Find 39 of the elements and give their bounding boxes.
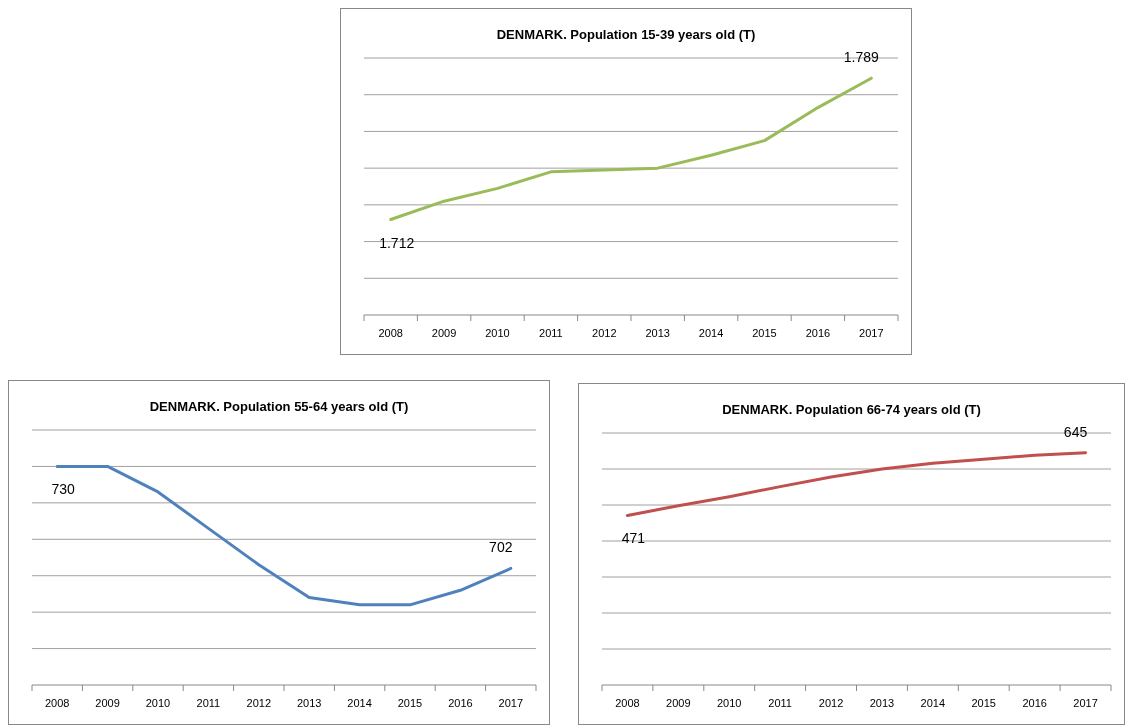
data-label: 730 xyxy=(51,481,76,498)
x-tick-label: 2016 xyxy=(805,327,831,339)
data-label: 1.789 xyxy=(843,49,880,66)
x-tick-label: 2011 xyxy=(539,327,563,339)
x-tick-label: 2014 xyxy=(920,697,946,709)
chart-title: DENMARK. Population 15-39 years old (T) xyxy=(496,27,756,42)
x-tick-label: 2016 xyxy=(448,697,473,709)
x-tick-label: 2015 xyxy=(397,697,423,709)
x-tick-label: 2010 xyxy=(485,327,510,339)
x-tick-label: 2015 xyxy=(971,697,996,709)
x-tick-label: 2014 xyxy=(347,697,372,709)
x-tick-label: 2017 xyxy=(859,327,884,339)
data-label: 1.712 xyxy=(379,234,415,251)
data-label: 702 xyxy=(489,539,513,556)
x-tick-label: 2010 xyxy=(145,697,171,709)
x-tick-label: 2009 xyxy=(431,327,457,339)
x-tick-label: 2012 xyxy=(592,327,617,339)
chart-title: DENMARK. Population 55-64 years old (T) xyxy=(149,399,409,414)
x-tick-label: 2017 xyxy=(498,697,524,709)
x-tick-label: 2008 xyxy=(615,697,640,709)
x-tick-label: 2009 xyxy=(666,697,691,709)
x-tick-label: 2009 xyxy=(95,697,120,709)
x-tick-label: 2013 xyxy=(869,697,895,709)
data-label: 645 xyxy=(1063,423,1088,440)
x-tick-label: 2011 xyxy=(768,697,792,709)
x-tick-label: 2012 xyxy=(246,697,272,709)
x-tick-label: 2013 xyxy=(296,697,322,709)
data-label: 471 xyxy=(621,530,646,547)
x-tick-label: 2016 xyxy=(1022,697,1047,709)
x-tick-label: 2017 xyxy=(1073,697,1098,709)
x-tick-label: 2015 xyxy=(752,327,777,339)
x-tick-label: 2012 xyxy=(818,697,844,709)
x-tick-label: 2008 xyxy=(44,697,70,709)
x-tick-label: 2011 xyxy=(196,697,221,709)
x-tick-label: 2008 xyxy=(378,327,403,339)
chart-title: DENMARK. Population 66-74 years old (T) xyxy=(722,402,981,417)
x-tick-label: 2013 xyxy=(645,327,670,339)
x-tick-label: 2014 xyxy=(698,327,724,339)
x-tick-label: 2010 xyxy=(717,697,742,709)
